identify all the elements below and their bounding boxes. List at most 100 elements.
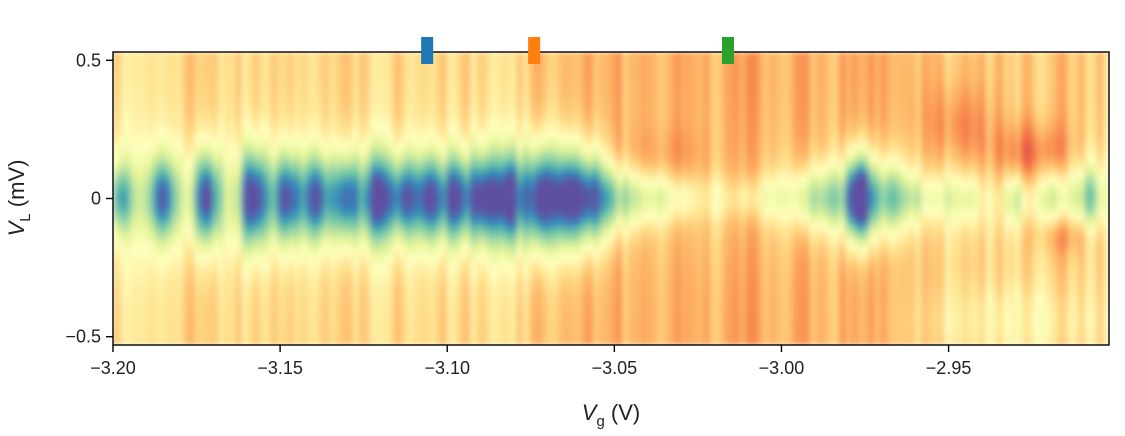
heatmap-cell [557, 334, 565, 341]
heatmap-cell [153, 245, 161, 252]
heatmap-cell [493, 213, 500, 220]
heatmap-cell [165, 156, 172, 163]
heatmap-cell [563, 161, 571, 168]
heatmap-cell [376, 104, 383, 110]
heatmap-cell [317, 124, 325, 131]
heatmap-cell [487, 240, 495, 246]
heatmap-cell [259, 98, 266, 105]
heatmap-cell [552, 77, 559, 84]
heatmap-cell [329, 140, 336, 147]
heatmap-cell [364, 182, 372, 189]
heatmap-cell [581, 52, 588, 58]
heatmap-cell [364, 114, 372, 121]
heatmap-cell [628, 98, 635, 105]
heatmap-cell [458, 104, 465, 110]
heatmap-cell [434, 124, 442, 131]
heatmap-cell [335, 203, 342, 210]
heatmap-cell [341, 281, 348, 288]
heatmap-cell [569, 161, 577, 168]
heatmap-cell [405, 323, 413, 330]
heatmap-cell [300, 119, 307, 126]
heatmap-cell [388, 72, 395, 79]
heatmap-cell [393, 281, 401, 288]
heatmap-cell [136, 334, 143, 341]
heatmap-cell [475, 151, 483, 157]
heatmap-cell [171, 255, 178, 262]
heatmap-cell [341, 67, 348, 74]
heatmap-cell [598, 88, 606, 95]
heatmap-cell [224, 135, 231, 142]
heatmap-cell [522, 135, 530, 142]
heatmap-cell [388, 318, 395, 325]
heatmap-cell [452, 276, 459, 283]
heatmap-cell [171, 56, 178, 63]
heatmap-cell [440, 302, 448, 309]
heatmap-cell [552, 323, 559, 330]
heatmap-cell [593, 72, 600, 79]
heatmap-cell [557, 271, 565, 278]
heatmap-cell [546, 93, 553, 100]
heatmap-cell [306, 271, 313, 278]
heatmap-cell [183, 88, 190, 95]
heatmap-cell [411, 318, 418, 325]
heatmap-cell [388, 219, 395, 225]
heatmap-cell [247, 187, 254, 194]
heatmap-cell [593, 203, 600, 210]
heatmap-cell [347, 255, 354, 262]
heatmap-cell [587, 135, 594, 142]
heatmap-cell [511, 93, 518, 100]
heatmap-cell [569, 245, 577, 252]
heatmap-cell [516, 192, 524, 199]
heatmap-cell [452, 219, 459, 225]
heatmap-cell [552, 334, 559, 341]
heatmap-cell [124, 177, 131, 184]
heatmap-cell [165, 229, 172, 236]
heatmap-cell [147, 266, 155, 273]
heatmap-cell [147, 334, 155, 341]
heatmap-cell [493, 302, 500, 309]
heatmap-cell [575, 135, 583, 142]
heatmap-cell [399, 72, 407, 79]
heatmap-cell [141, 119, 149, 126]
heatmap-cell [212, 192, 219, 199]
heatmap-cell [153, 62, 161, 68]
heatmap-cell [206, 313, 213, 320]
heatmap-cell [563, 56, 571, 63]
heatmap-cell [399, 192, 407, 199]
heatmap-cell [452, 229, 459, 236]
heatmap-cell [118, 109, 126, 116]
heatmap-cell [470, 166, 477, 173]
heatmap-cell [464, 151, 471, 157]
heatmap-cell [364, 62, 372, 68]
heatmap-cell [423, 224, 430, 231]
heatmap-cell [113, 318, 120, 325]
heatmap-cell [358, 297, 366, 304]
heatmap-cell [171, 287, 178, 293]
heatmap-cell [552, 219, 559, 225]
heatmap-cell [206, 119, 213, 126]
heatmap-cell [411, 77, 418, 84]
heatmap-cell [481, 234, 489, 241]
heatmap-cell [224, 292, 231, 299]
heatmap-cell [300, 302, 307, 309]
heatmap-cell [405, 119, 413, 126]
heatmap-cell [464, 334, 471, 341]
heatmap-cell [546, 292, 553, 299]
heatmap-cell [177, 77, 184, 84]
heatmap-cell [212, 56, 219, 63]
heatmap-cell [546, 124, 553, 131]
heatmap-cell [569, 250, 577, 257]
heatmap-cell [352, 339, 360, 345]
heatmap-cell [253, 145, 260, 152]
heatmap-cell [300, 72, 307, 79]
heatmap-cell [229, 250, 237, 257]
heatmap-cell [534, 93, 541, 100]
heatmap-cell [376, 329, 383, 335]
heatmap-cell [124, 219, 131, 225]
heatmap-cell [581, 302, 588, 309]
heatmap-cell [634, 83, 641, 89]
heatmap-cell [452, 62, 459, 68]
heatmap-cell [528, 245, 536, 252]
heatmap-cell [276, 266, 284, 273]
heatmap-cell [581, 56, 588, 63]
